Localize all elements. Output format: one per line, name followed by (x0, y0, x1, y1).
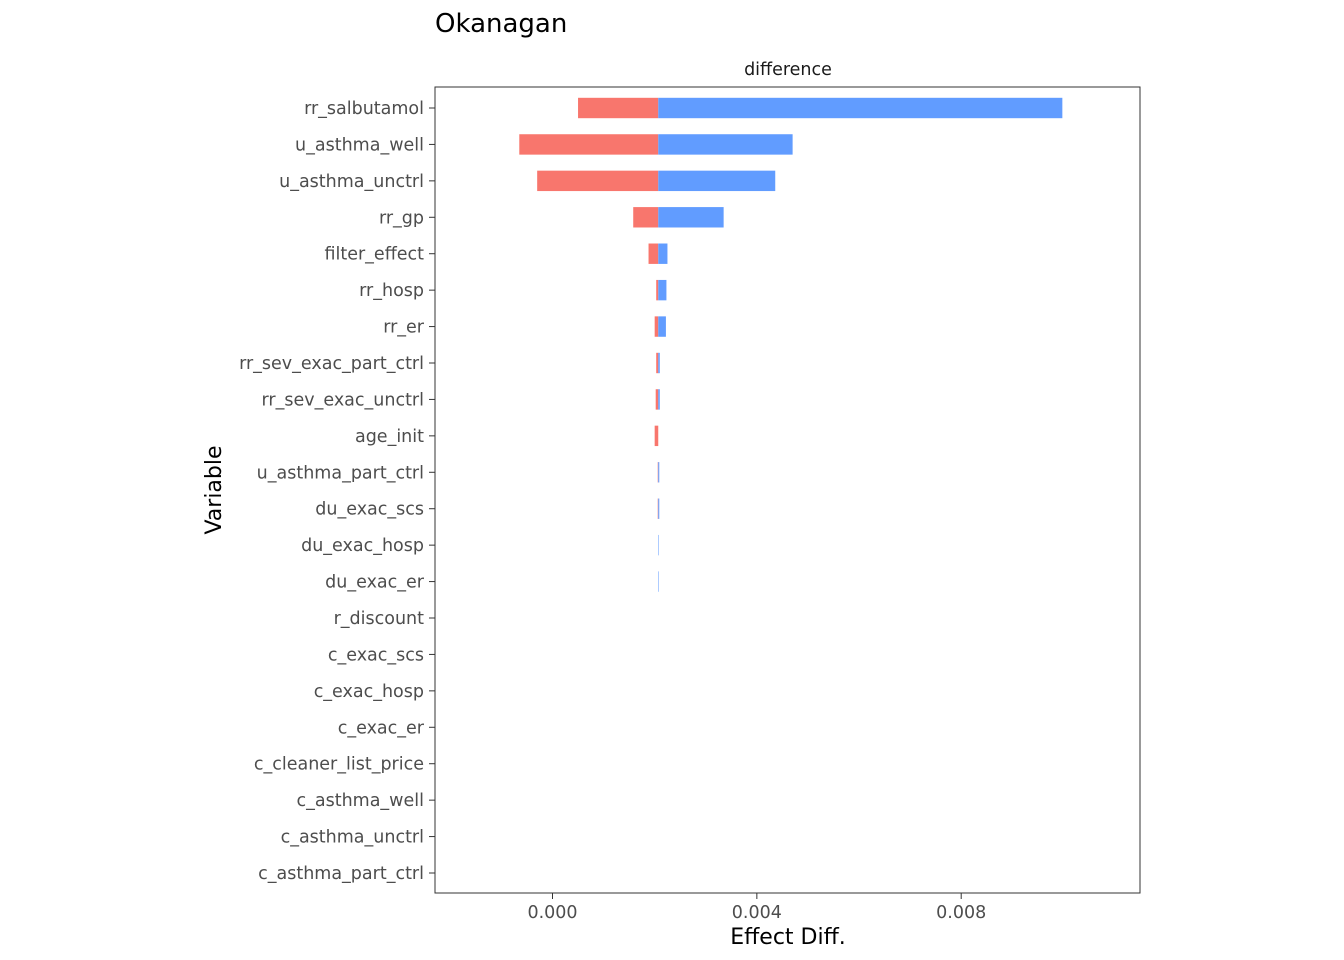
bars-layer (519, 97, 1063, 592)
y-tick-label-rr_sev_exac_part_ctrl: rr_sev_exac_part_ctrl (239, 354, 424, 374)
bar-high-rr_hosp (658, 279, 667, 301)
y-tick-label-rr_er: rr_er (383, 318, 425, 338)
x-tick-label-1: 0.004 (732, 903, 782, 923)
y-tick-label-rr_salbutamol: rr_salbutamol (304, 99, 424, 119)
y-tick-label-c_asthma_well: c_asthma_well (297, 791, 425, 811)
bar-high-du_exac_hosp (658, 534, 659, 556)
y-tick-label-c_exac_hosp: c_exac_hosp (314, 682, 424, 702)
chart-title: Okanagan (435, 9, 567, 39)
y-tick-label-du_exac_er: du_exac_er (325, 573, 425, 593)
bar-low-u_asthma_well (519, 134, 659, 155)
bar-low-rr_sev_exac_unctrl (655, 389, 659, 410)
y-tick-label-c_cleaner_list_price: c_cleaner_list_price (254, 755, 424, 775)
bar-high-u_asthma_well (658, 134, 793, 155)
y-tick-label-du_exac_hosp: du_exac_hosp (301, 536, 424, 556)
y-tick-label-u_asthma_unctrl: u_asthma_unctrl (279, 172, 424, 192)
bar-high-rr_er (658, 316, 666, 337)
y-tick-label-u_asthma_part_ctrl: u_asthma_part_ctrl (257, 463, 424, 483)
y-tick-label-rr_hosp: rr_hosp (359, 281, 424, 301)
y-tick-label-rr_sev_exac_unctrl: rr_sev_exac_unctrl (262, 390, 424, 410)
x-tick-label-0: 0.000 (527, 903, 577, 923)
bar-high-rr_sev_exac_unctrl (658, 389, 660, 410)
y-tick-label-du_exac_scs: du_exac_scs (315, 500, 424, 520)
bar-low-age_init (654, 425, 659, 447)
bar-low-u_asthma_part_ctrl (657, 462, 659, 483)
bar-high-rr_sev_exac_part_ctrl (658, 352, 660, 374)
y-tick-label-c_exac_er: c_exac_er (338, 718, 425, 738)
bar-low-du_exac_scs (657, 498, 659, 519)
bar-high-rr_gp (658, 207, 724, 228)
y-axis: rr_salbutamol u_asthma_well u_asthma_unctr… (239, 99, 435, 884)
y-axis-title: Variable (202, 445, 227, 534)
bar-low-filter_effect (648, 243, 659, 264)
bar-low-rr_salbutamol (578, 97, 659, 119)
panel-strip-label: difference (744, 60, 832, 80)
y-tick-label-filter_effect: filter_effect (324, 245, 424, 265)
bar-low-rr_sev_exac_part_ctrl (656, 352, 659, 374)
bar-high-du_exac_er (658, 571, 659, 592)
bar-high-rr_salbutamol (658, 97, 1063, 119)
y-tick-label-rr_gp: rr_gp (379, 208, 424, 228)
x-tick-label-2: 0.008 (936, 903, 986, 923)
bar-low-u_asthma_unctrl (537, 170, 659, 192)
y-tick-label-c_asthma_part_ctrl: c_asthma_part_ctrl (258, 864, 424, 884)
y-tick-label-c_exac_scs: c_exac_scs (328, 645, 424, 665)
bar-low-rr_hosp (656, 279, 659, 301)
bar-high-du_exac_scs (658, 498, 660, 519)
panel-border (434, 86, 1141, 894)
bar-low-rr_gp (633, 207, 659, 228)
bar-high-filter_effect (658, 243, 668, 264)
y-tick-label-u_asthma_well: u_asthma_well (295, 135, 424, 155)
y-tick-label-r_discount: r_discount (334, 609, 425, 629)
bar-low-rr_er (654, 316, 659, 337)
bar-high-u_asthma_part_ctrl (658, 462, 660, 483)
y-tick-label-c_asthma_unctrl: c_asthma_unctrl (281, 828, 424, 848)
bar-high-u_asthma_unctrl (658, 170, 776, 192)
x-axis: 0.000 0.004 0.008 (527, 893, 986, 923)
x-axis-title: Effect Diff. (730, 925, 846, 950)
y-tick-label-age_init: age_init (355, 427, 424, 447)
